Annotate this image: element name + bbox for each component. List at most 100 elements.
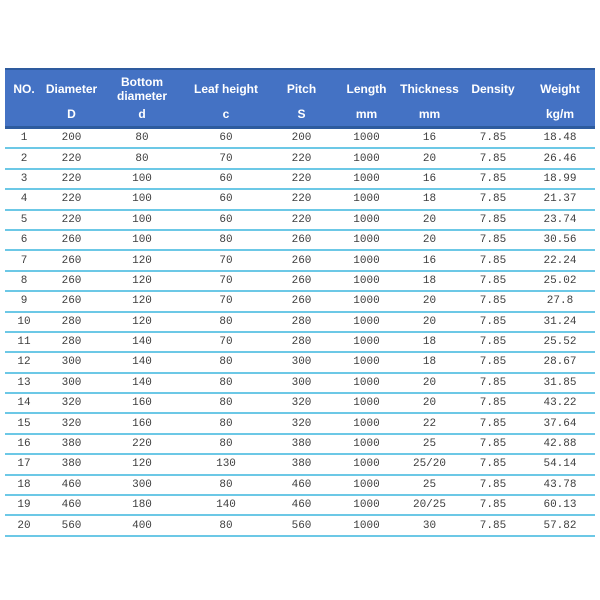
col-header-bottom-diameter: Bottom diameter: [100, 68, 184, 106]
table-row: 11 280 140 70 280 1000 18 7.85 25.52: [5, 331, 595, 354]
cell-pitch: 560: [268, 515, 335, 537]
cell-no: 15: [5, 413, 43, 435]
cell-weight: 27.8: [525, 291, 595, 313]
cell-pitch: 220: [268, 209, 335, 231]
cell-density: 7.85: [461, 474, 525, 497]
spec-table: NO. Diameter Bottom diameter Leaf height Pit…: [5, 68, 595, 537]
cell-weight: 37.64: [525, 413, 595, 435]
cell-no: 20: [5, 515, 43, 537]
col-header-weight: Weight: [525, 68, 595, 106]
cell-thickness: 16: [398, 127, 461, 150]
cell-length: 1000: [335, 433, 398, 456]
cell-leaf-height: 60: [184, 209, 268, 231]
cell-diameter: 200: [43, 127, 100, 150]
cell-length: 1000: [335, 454, 398, 476]
cell-weight: 43.78: [525, 474, 595, 497]
cell-diameter: 300: [43, 372, 100, 395]
cell-thickness: 16: [398, 168, 461, 191]
cell-length: 1000: [335, 331, 398, 354]
cell-length: 1000: [335, 372, 398, 395]
cell-weight: 23.74: [525, 209, 595, 231]
table-row: 2 220 80 70 220 1000 20 7.85 26.46: [5, 148, 595, 170]
cell-weight: 26.46: [525, 148, 595, 170]
cell-leaf-height: 60: [184, 168, 268, 191]
cell-pitch: 220: [268, 148, 335, 170]
cell-length: 1000: [335, 209, 398, 231]
cell-no: 13: [5, 372, 43, 395]
cell-density: 7.85: [461, 311, 525, 333]
cell-bottom-diameter: 100: [100, 209, 184, 231]
cell-thickness: 25/20: [398, 454, 461, 476]
cell-no: 6: [5, 229, 43, 252]
cell-bottom-diameter: 140: [100, 372, 184, 395]
cell-leaf-height: 70: [184, 148, 268, 170]
cell-weight: 60.13: [525, 495, 595, 517]
table-row: 9 260 120 70 260 1000 20 7.85 27.8: [5, 291, 595, 313]
cell-density: 7.85: [461, 495, 525, 517]
cell-no: 8: [5, 270, 43, 293]
cell-thickness: 25: [398, 474, 461, 497]
cell-pitch: 320: [268, 393, 335, 415]
cell-bottom-diameter: 140: [100, 352, 184, 374]
cell-leaf-height: 80: [184, 311, 268, 333]
cell-no: 3: [5, 168, 43, 191]
cell-length: 1000: [335, 229, 398, 252]
cell-no: 4: [5, 189, 43, 211]
cell-weight: 57.82: [525, 515, 595, 537]
col-unit-length: mm: [335, 106, 398, 129]
cell-pitch: 260: [268, 229, 335, 252]
cell-diameter: 380: [43, 454, 100, 476]
col-header-no: NO.: [5, 68, 43, 106]
cell-length: 1000: [335, 250, 398, 272]
col-header-density: Density: [461, 68, 525, 106]
cell-thickness: 30: [398, 515, 461, 537]
cell-density: 7.85: [461, 413, 525, 435]
cell-diameter: 260: [43, 291, 100, 313]
table-row: 8 260 120 70 260 1000 18 7.85 25.02: [5, 270, 595, 293]
cell-thickness: 18: [398, 270, 461, 293]
cell-thickness: 16: [398, 250, 461, 272]
table-row: 7 260 120 70 260 1000 16 7.85 22.24: [5, 250, 595, 272]
cell-no: 2: [5, 148, 43, 170]
cell-leaf-height: 80: [184, 515, 268, 537]
col-unit-thickness: mm: [398, 106, 461, 129]
cell-pitch: 200: [268, 127, 335, 150]
cell-thickness: 20: [398, 291, 461, 313]
cell-no: 7: [5, 250, 43, 272]
cell-diameter: 220: [43, 168, 100, 191]
cell-pitch: 260: [268, 250, 335, 272]
cell-no: 16: [5, 433, 43, 456]
cell-weight: 22.24: [525, 250, 595, 272]
cell-weight: 25.02: [525, 270, 595, 293]
cell-density: 7.85: [461, 127, 525, 150]
cell-pitch: 380: [268, 433, 335, 456]
cell-bottom-diameter: 180: [100, 495, 184, 517]
cell-thickness: 20: [398, 148, 461, 170]
table-row: 3 220 100 60 220 1000 16 7.85 18.99: [5, 168, 595, 191]
cell-weight: 25.52: [525, 331, 595, 354]
table-row: 20 560 400 80 560 1000 30 7.85 57.82: [5, 515, 595, 537]
cell-leaf-height: 80: [184, 352, 268, 374]
cell-density: 7.85: [461, 270, 525, 293]
cell-thickness: 20: [398, 209, 461, 231]
cell-leaf-height: 80: [184, 393, 268, 415]
cell-diameter: 320: [43, 413, 100, 435]
cell-weight: 42.88: [525, 433, 595, 456]
cell-weight: 31.24: [525, 311, 595, 333]
table-row: 4 220 100 60 220 1000 18 7.85 21.37: [5, 189, 595, 211]
cell-length: 1000: [335, 270, 398, 293]
cell-no: 11: [5, 331, 43, 354]
cell-leaf-height: 80: [184, 474, 268, 497]
cell-length: 1000: [335, 148, 398, 170]
cell-no: 9: [5, 291, 43, 313]
col-unit-density: [461, 106, 525, 129]
cell-pitch: 260: [268, 291, 335, 313]
cell-pitch: 220: [268, 168, 335, 191]
cell-bottom-diameter: 100: [100, 229, 184, 252]
cell-pitch: 280: [268, 331, 335, 354]
cell-no: 19: [5, 495, 43, 517]
cell-bottom-diameter: 120: [100, 311, 184, 333]
cell-weight: 30.56: [525, 229, 595, 252]
cell-diameter: 260: [43, 270, 100, 293]
cell-leaf-height: 70: [184, 250, 268, 272]
